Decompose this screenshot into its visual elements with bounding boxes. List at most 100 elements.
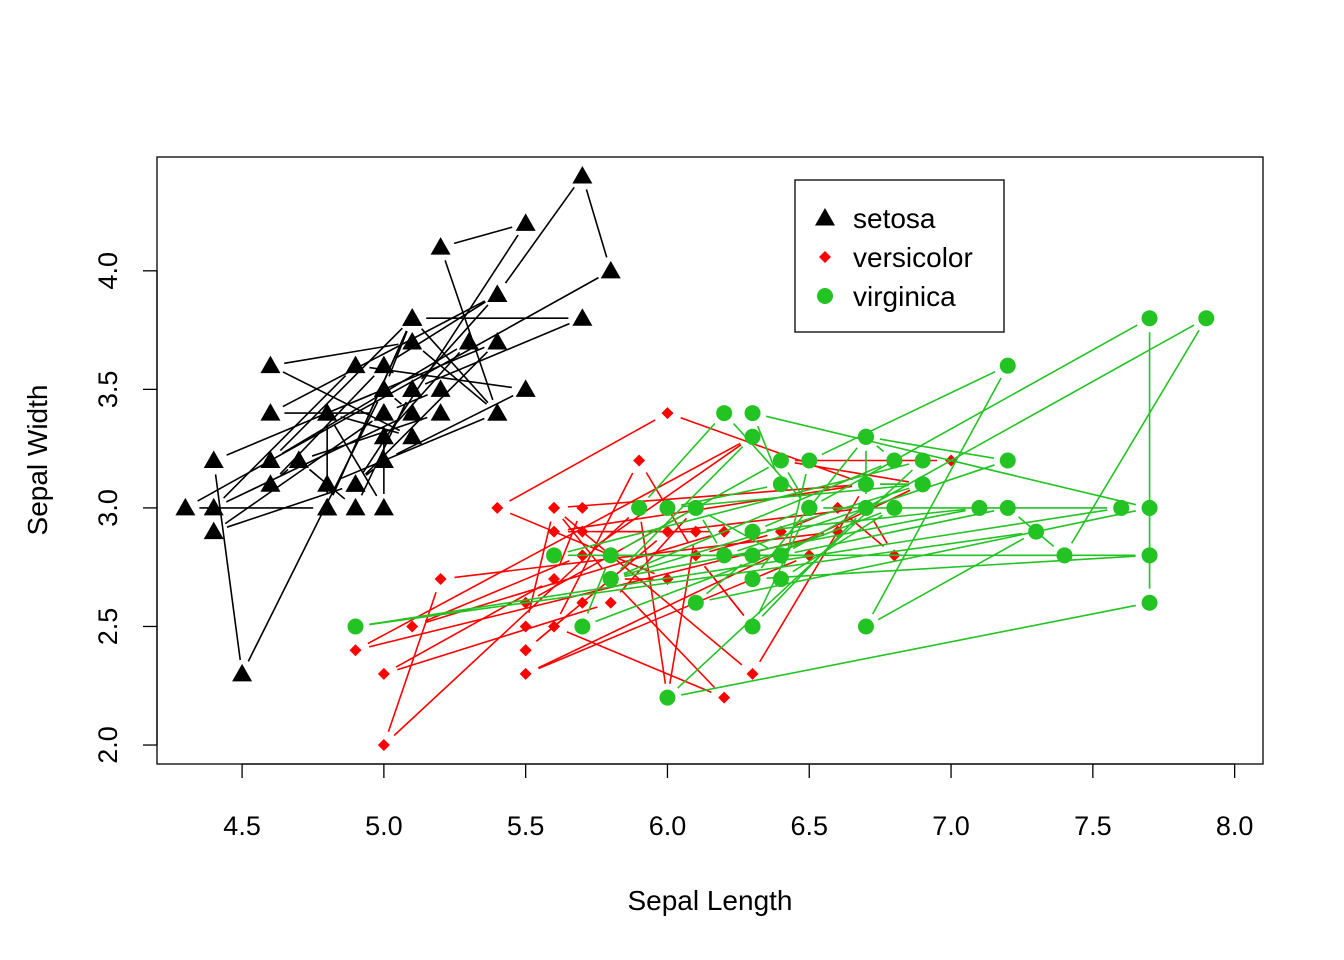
setosa-point xyxy=(260,355,281,374)
virginica-segment xyxy=(761,517,857,617)
setosa-point xyxy=(203,497,224,516)
setosa-segment xyxy=(339,417,485,480)
versicolor-segment xyxy=(564,516,743,666)
versicolor-segment xyxy=(703,565,745,617)
virginica-segment xyxy=(732,422,801,499)
x-axis-title: Sepal Length xyxy=(627,885,792,916)
virginica-point xyxy=(1141,594,1158,611)
virginica-point xyxy=(1056,547,1073,564)
virginica-segment xyxy=(706,563,743,595)
versicolor-point xyxy=(434,573,447,586)
virginica-point xyxy=(914,476,931,493)
setosa-segment xyxy=(333,424,378,497)
virginica-point xyxy=(801,452,818,469)
versicolor-segment xyxy=(395,585,543,668)
legend: setosa versicolor virginica xyxy=(794,179,1005,333)
versicolor-segment xyxy=(558,520,578,567)
virginica-point xyxy=(744,547,761,564)
versicolor-point xyxy=(576,501,589,514)
virginica-point xyxy=(631,499,648,516)
versicolor-point xyxy=(746,667,759,680)
setosa-segment xyxy=(420,328,489,404)
y-tick-label: 3.5 xyxy=(93,371,123,409)
legend-label-versicolor: versicolor xyxy=(853,242,973,273)
virginica-segment xyxy=(794,510,995,554)
versicolor-point xyxy=(377,667,390,680)
setosa-segment xyxy=(388,330,408,377)
y-tick-label: 2.5 xyxy=(93,608,123,646)
versicolor-point xyxy=(661,525,674,538)
virginica-segment xyxy=(586,568,607,614)
virginica-point xyxy=(857,428,874,445)
versicolor-point xyxy=(491,501,504,514)
legend-marker-setosa xyxy=(815,208,835,226)
setosa-segment xyxy=(284,343,399,365)
setosa-segment xyxy=(226,418,400,503)
virginica-point xyxy=(1141,310,1158,327)
setosa-point xyxy=(317,403,338,421)
series-layer xyxy=(175,165,1215,752)
versicolor-segment xyxy=(509,419,656,502)
setosa-point xyxy=(600,260,621,279)
virginica-point xyxy=(999,499,1016,516)
setosa-point xyxy=(402,379,423,397)
setosa-segment xyxy=(444,260,494,401)
versicolor-segment xyxy=(535,587,601,642)
setosa-segment xyxy=(282,348,458,455)
setosa-point xyxy=(430,403,451,421)
setosa-point xyxy=(402,403,423,421)
setosa-point xyxy=(345,497,366,516)
y-axis-title: Sepal Width xyxy=(22,385,53,536)
versicolor-segment xyxy=(387,592,437,733)
legend-marker-virginica xyxy=(817,288,833,304)
versicolor-point xyxy=(689,525,702,538)
setosa-point xyxy=(260,474,281,492)
virginica-segment xyxy=(369,532,1023,626)
setosa-point xyxy=(175,497,196,516)
x-tick-label: 5.0 xyxy=(365,811,403,841)
virginica-point xyxy=(857,618,874,635)
setosa-segment xyxy=(392,351,461,427)
versicolor-segment xyxy=(872,519,888,544)
virginica-point xyxy=(1198,310,1215,327)
x-tick-label: 5.5 xyxy=(507,811,545,841)
setosa-point xyxy=(487,403,508,421)
setosa-point xyxy=(373,497,394,516)
versicolor-point xyxy=(576,525,589,538)
virginica-segment xyxy=(765,415,1137,506)
virginica-point xyxy=(1141,547,1158,564)
y-tick-label: 4.0 xyxy=(93,252,123,290)
virginica-point xyxy=(886,452,903,469)
setosa-point xyxy=(373,355,394,374)
versicolor-point xyxy=(718,691,731,704)
versicolor-segment xyxy=(566,631,712,693)
series-virginica xyxy=(347,310,1215,706)
legend-label-virginica: virginica xyxy=(853,281,956,312)
x-tick-label: 6.0 xyxy=(649,811,687,841)
setosa-point xyxy=(515,213,536,231)
legend-label-setosa: setosa xyxy=(853,203,936,234)
setosa-segment xyxy=(226,394,372,456)
setosa-point xyxy=(345,474,366,492)
versicolor-segment xyxy=(593,444,742,548)
setosa-point xyxy=(373,426,394,445)
virginica-point xyxy=(772,452,789,469)
setosa-point xyxy=(572,165,593,184)
versicolor-point xyxy=(661,407,674,420)
virginica-segment xyxy=(756,425,777,472)
legend-marker-versicolor xyxy=(819,251,831,263)
virginica-point xyxy=(772,571,789,588)
setosa-point xyxy=(232,663,253,682)
virginica-point xyxy=(574,618,591,635)
virginica-point xyxy=(744,405,761,422)
virginica-point xyxy=(716,405,733,422)
virginica-point xyxy=(971,499,988,516)
series-versicolor xyxy=(349,407,958,752)
setosa-segment xyxy=(279,327,403,452)
versicolor-point xyxy=(349,644,362,657)
versicolor-point xyxy=(548,573,561,586)
setosa-segment xyxy=(369,366,512,389)
setosa-point xyxy=(373,450,394,468)
setosa-segment xyxy=(424,322,570,385)
virginica-point xyxy=(659,689,676,706)
